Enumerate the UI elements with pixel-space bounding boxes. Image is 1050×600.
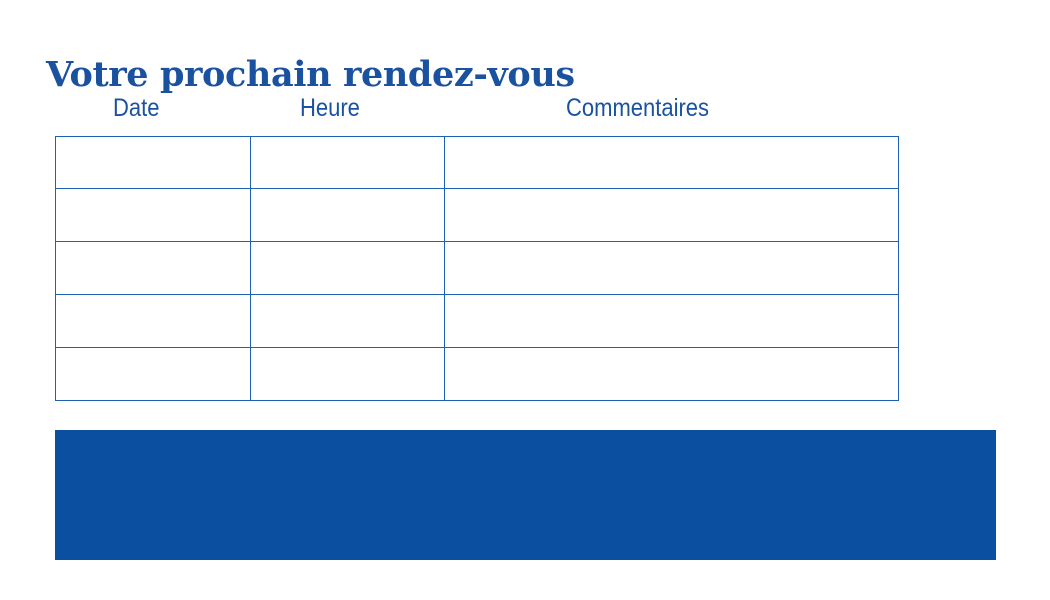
column-header-commentaires: Commentaires — [566, 94, 710, 122]
cell-date[interactable] — [55, 136, 251, 189]
column-header-heure: Heure — [300, 94, 360, 122]
cell-commentaires[interactable] — [444, 136, 899, 189]
cell-heure[interactable] — [250, 241, 445, 295]
cell-heure[interactable] — [250, 136, 445, 189]
table-row — [55, 294, 899, 348]
cell-commentaires[interactable] — [444, 241, 899, 295]
cell-date[interactable] — [55, 347, 251, 401]
cell-commentaires[interactable] — [444, 294, 899, 348]
cell-heure[interactable] — [250, 347, 445, 401]
cell-commentaires[interactable] — [444, 188, 899, 242]
column-header-date: Date — [113, 94, 160, 122]
appointment-table-body — [55, 136, 899, 401]
cell-date[interactable] — [55, 294, 251, 348]
cell-date[interactable] — [55, 188, 251, 242]
cell-heure[interactable] — [250, 188, 445, 242]
footer-color-block — [55, 430, 996, 560]
page-title: Votre prochain rendez-vous — [46, 54, 575, 96]
cell-heure[interactable] — [250, 294, 445, 348]
table-row — [55, 136, 899, 189]
appointment-table — [55, 136, 899, 401]
table-row — [55, 188, 899, 242]
cell-commentaires[interactable] — [444, 347, 899, 401]
table-row — [55, 241, 899, 295]
table-row — [55, 347, 899, 401]
cell-date[interactable] — [55, 241, 251, 295]
column-header-row: Date Heure Commentaires — [0, 93, 1050, 123]
